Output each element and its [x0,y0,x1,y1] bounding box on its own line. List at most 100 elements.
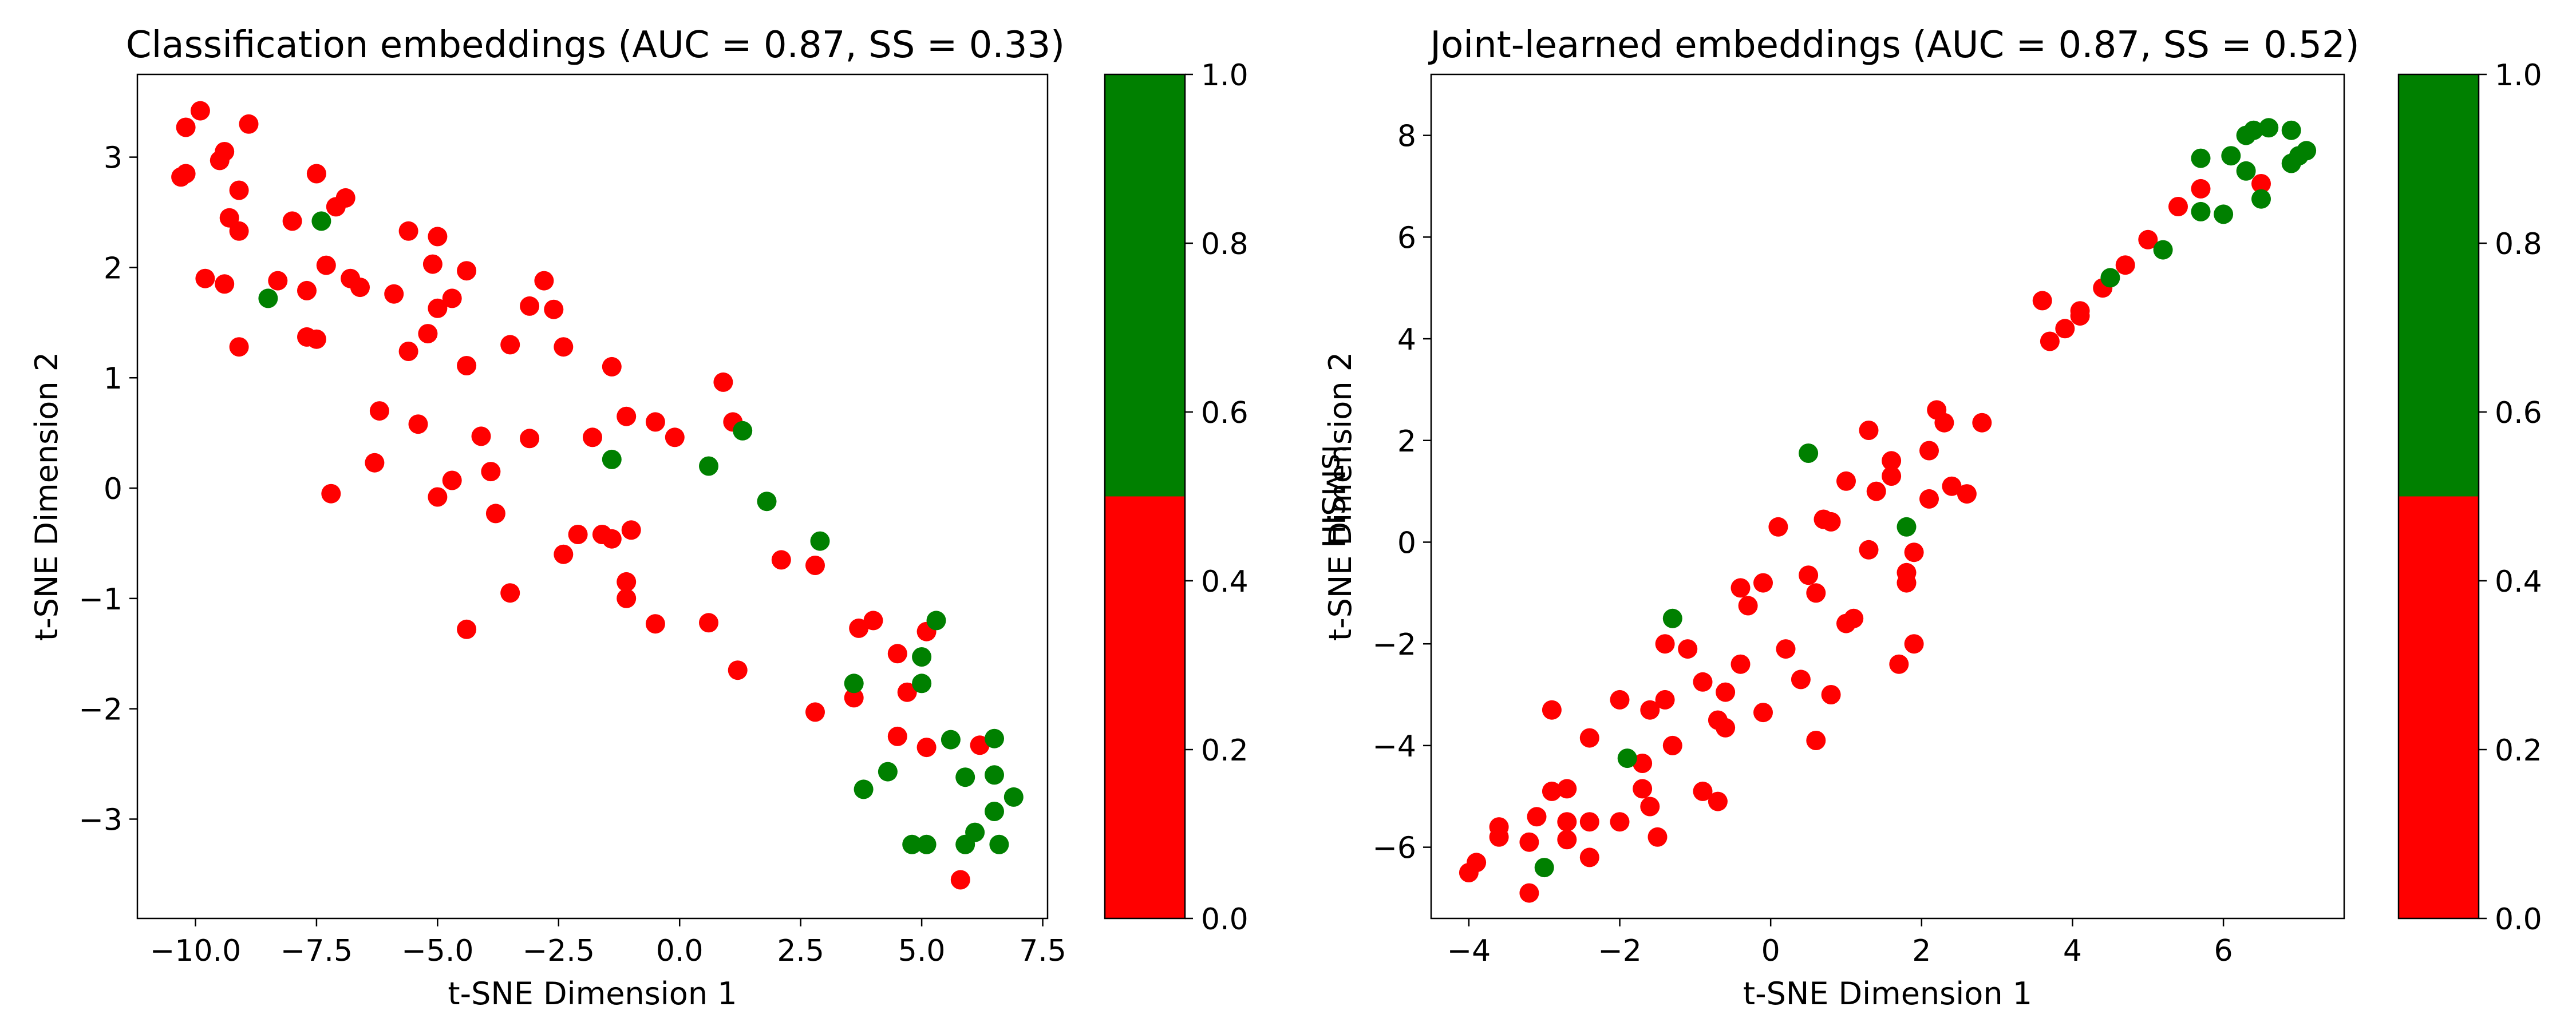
msih-positive-point [955,834,975,854]
msih-negative-point [1859,540,1879,560]
colorbar-tick-label: 0.6 [2495,396,2542,430]
msih-negative-point [1889,654,1909,674]
msih-positive-point [955,767,975,787]
msih-positive-point [2153,240,2173,260]
msih-positive-point [985,765,1004,785]
colorbar-tick-label: 1.0 [2495,58,2542,93]
msih-negative-point [887,726,907,746]
msih-negative-point [1768,517,1788,537]
colorbar-tick-label: 0.0 [2495,902,2542,937]
msih-positive-point [2259,118,2279,138]
msih-negative-point [970,735,990,755]
msih-negative-point [520,429,540,449]
msih-negative-point [1542,700,1562,720]
msih-negative-point [2032,291,2052,311]
msih-negative-point [215,274,235,294]
msih-negative-point [849,618,869,638]
msih-positive-point [2251,189,2271,209]
y-tick-label: −3 [78,803,123,837]
msih-positive-point [311,211,331,231]
msih-negative-point [805,556,825,575]
x-tick-label: 6 [2214,934,2233,968]
msih-negative-point [1730,654,1751,674]
msih-negative-point [1557,779,1577,799]
colorbar-tick-label: 0.6 [1201,396,1249,430]
msih-negative-point [2251,174,2271,193]
chart-title: Joint-learned embeddings (AUC = 0.87, SS… [1428,24,2359,66]
y-tick-label: 2 [1397,425,1416,459]
msih-negative-point [229,221,249,241]
msih-negative-point [568,525,588,544]
msih-negative-point [268,271,288,291]
colorbar-tick-label: 0.8 [1201,227,1249,262]
scatter-points [171,101,1024,890]
msih-positive-point [989,834,1009,854]
colorbar-tick-label: 0.4 [2495,565,2542,599]
right-chart-panel: Joint-learned embeddings (AUC = 0.87, SS… [1322,24,2542,1012]
msih-negative-point [316,255,336,275]
colorbar-tick-label: 0.2 [1201,734,1249,768]
msih-negative-point [1972,413,1992,433]
y-tick-label: −6 [1372,831,1416,866]
msih-negative-point [306,329,326,349]
y-tick-label: 6 [1397,221,1416,255]
msih-negative-point [1942,476,1962,496]
msih-negative-point [1655,690,1675,710]
msih-positive-point [1003,787,1024,807]
msih-negative-point [1467,853,1487,873]
msih-negative-point [1542,781,1562,801]
msih-negative-point [1882,451,1902,471]
msih-negative-point [457,356,477,375]
x-tick-label: −2 [1598,934,1642,968]
y-tick-label: −1 [78,583,123,617]
msih-negative-point [534,271,554,291]
msih-positive-point [941,730,961,750]
x-tick-label: −5.0 [401,934,473,968]
msih-negative-point [1934,413,1954,433]
chart-title: Classification embeddings (AUC = 0.87, S… [126,24,1065,66]
msih-negative-point [442,288,462,308]
msih-negative-point [645,412,665,432]
msih-negative-point [1799,565,1819,585]
msih-positive-point [902,834,922,854]
series-1-points [258,211,1024,854]
msih-negative-point [1806,583,1826,603]
msih-negative-point [398,221,418,241]
msih-negative-point [418,324,438,344]
msih-negative-point [1738,596,1758,616]
msih-negative-point [916,738,937,758]
msih-negative-point [1557,830,1577,850]
colorbar-segment [1105,74,1185,497]
msih-positive-point [258,288,278,308]
msih-negative-point [1693,672,1713,692]
msih-positive-point [985,802,1004,821]
msih-negative-point [1527,807,1547,827]
msih-negative-point [2055,319,2075,339]
msih-negative-point [2070,306,2090,326]
msih-positive-point [733,421,753,441]
colorbar-frame [2397,73,2480,920]
msih-negative-point [2138,229,2158,249]
msih-positive-point [2243,120,2263,140]
y-tick-label: 2 [104,251,123,286]
msih-positive-point [912,647,932,667]
msih-positive-point [854,779,874,799]
colorbar-segment [2399,74,2479,497]
y-tick-label: 0 [1397,526,1416,560]
msih-negative-point [617,572,637,592]
msih-negative-point [1633,779,1653,799]
msih-negative-point [1821,685,1841,704]
left-chart-panel: Classification embeddings (AUC = 0.87, S… [29,24,1351,1012]
msih-positive-point [602,449,622,469]
msih-negative-point [1489,827,1509,847]
msih-negative-point [350,278,370,298]
msih-negative-point [428,227,448,247]
msih-negative-point [195,268,215,288]
series-0-points [171,101,990,890]
msih-negative-point [617,406,637,426]
msih-positive-point [912,674,932,694]
msih-negative-point [306,164,326,184]
msih-negative-point [500,335,520,355]
colorbar-segment [2399,496,2479,918]
msih-negative-point [699,613,718,633]
